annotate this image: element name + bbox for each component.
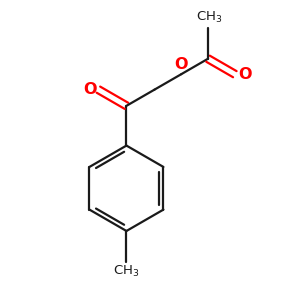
Text: O: O (238, 67, 252, 82)
Text: CH$_3$: CH$_3$ (113, 264, 140, 279)
Text: O: O (83, 82, 97, 97)
Text: O: O (175, 57, 188, 72)
Text: CH$_3$: CH$_3$ (196, 10, 223, 26)
